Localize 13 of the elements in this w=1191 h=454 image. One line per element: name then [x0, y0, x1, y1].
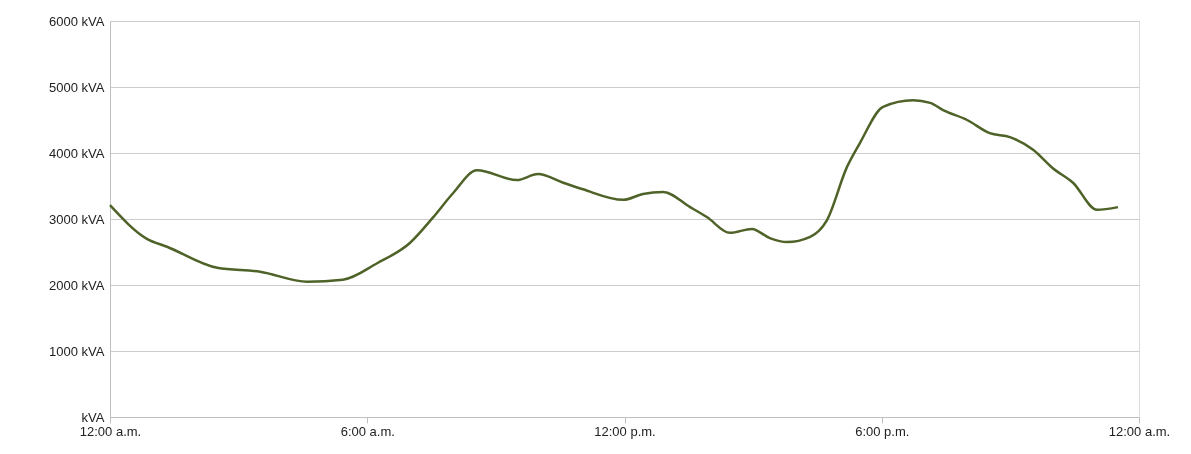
- y-tick-label: kVA: [81, 409, 105, 425]
- x-tick-label: 12:00 a.m.: [79, 423, 142, 439]
- x-tick-label: 12:00 a.m.: [1108, 423, 1171, 439]
- y-tick-label: 4000 kVA: [49, 145, 105, 161]
- x-tick-label: 12:00 p.m.: [594, 423, 656, 439]
- y-tick-label: 2000 kVA: [49, 277, 105, 293]
- y-tick-label: 6000 kVA: [49, 13, 105, 29]
- line-series: [108, 98, 1120, 283]
- y-tick-label: 1000 kVA: [49, 343, 105, 359]
- x-tick-label: 6:00 p.m.: [855, 423, 910, 439]
- y-tick-label: 3000 kVA: [49, 211, 105, 227]
- y-tick-label: 5000 kVA: [49, 79, 105, 95]
- x-tick-label: 6:00 a.m.: [340, 423, 395, 439]
